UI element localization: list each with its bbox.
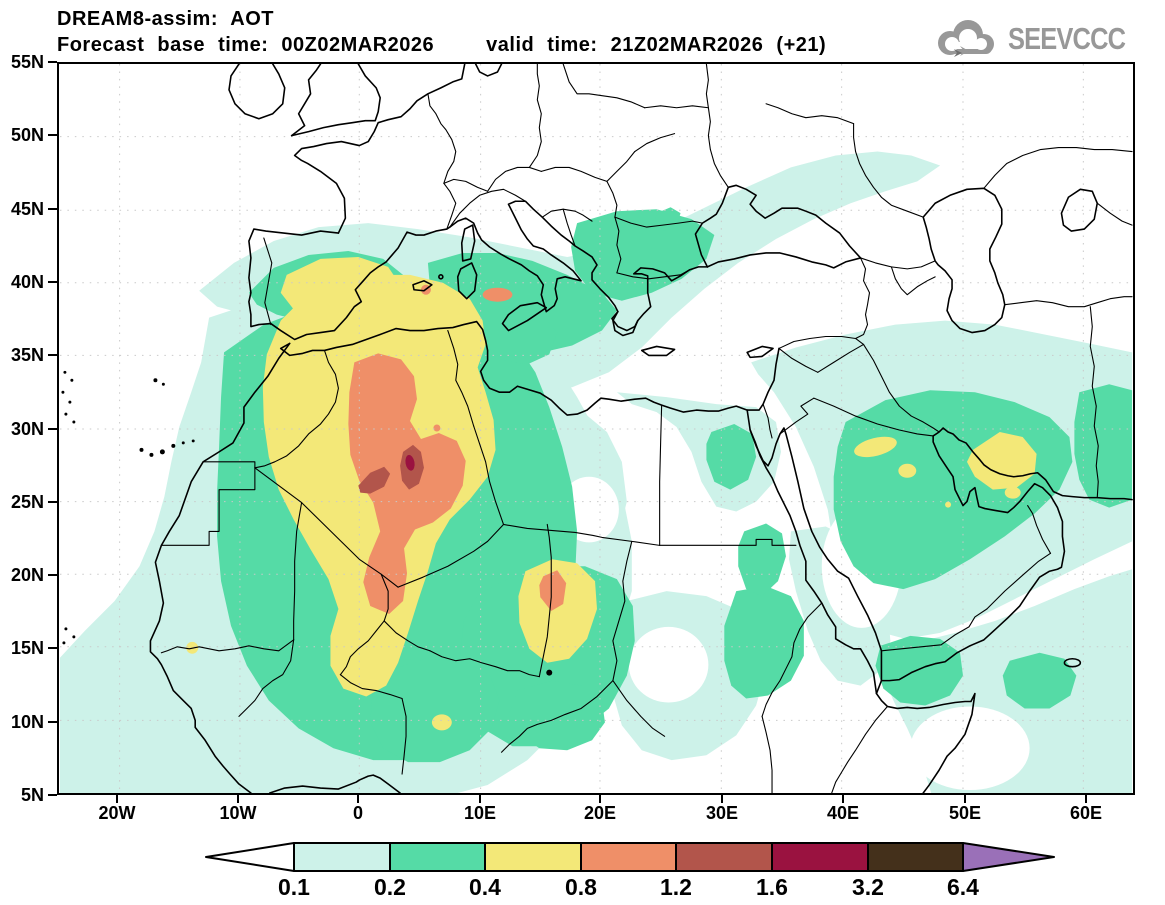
x-tick [721,795,723,803]
x-tick [599,795,601,803]
x-tick [964,795,966,803]
y-tick [48,208,57,210]
y-tick [48,61,57,63]
x-tick [116,795,118,803]
y-tick [48,647,57,649]
x-axis-label: 20E [583,803,617,823]
x-axis-label: 40E [826,803,860,823]
x-axis-label: 10W [219,803,257,823]
x-tick [479,795,481,803]
x-axis-label: 10E [463,803,497,823]
colorbar-right-arrow [962,842,1055,872]
colorbar-segment [675,842,773,872]
y-tick [48,281,57,283]
y-axis-label: 30N [10,419,44,439]
colorbar-label: 1.6 [756,874,788,900]
colorbar-label: 6.4 [947,874,979,900]
colorbar-label: 1.2 [660,874,692,900]
x-tick [1085,795,1087,803]
y-axis-label: 40N [10,272,44,292]
x-tick [357,795,359,803]
colorbar-segment [484,842,582,872]
y-tick [48,428,57,430]
colorbar-label: 0.2 [374,874,406,900]
x-axis-label: 50E [948,803,982,823]
logo-text: SEEVCCC [1008,21,1126,56]
y-tick [48,721,57,723]
y-tick [48,354,57,356]
y-axis-label: 15N [10,638,44,658]
subtitle: Forecast base time: 00Z02MAR2026 valid t… [57,32,826,58]
colorbar-segment [389,842,486,872]
colorbar-label: 3.2 [852,874,884,900]
x-axis-label: 20W [98,803,136,823]
colorbar-segment [771,842,869,872]
colorbar-segment [580,842,677,872]
contour-aot-1.6 [405,454,415,471]
colorbar-label: 0.4 [469,874,501,900]
colorbar [205,842,1055,872]
y-axis-label: 35N [10,345,44,365]
y-tick [48,501,57,503]
y-axis-label: 55N [10,52,44,72]
title-block: DREAM8-assim: AOT Forecast base time: 00… [57,6,826,58]
x-axis-label: 30E [705,803,739,823]
y-axis-label: 20N [10,565,44,585]
y-tick [48,794,57,796]
colorbar-segment [867,842,964,872]
x-axis-label: 60E [1069,803,1103,823]
y-axis-label: 10N [10,712,44,732]
y-tick [48,134,57,136]
y-axis-label: 5N [20,785,44,805]
colorbar-left-arrow [205,842,295,872]
small-islands [61,370,553,676]
colorbar-label: 0.1 [278,874,310,900]
x-tick [842,795,844,803]
colorbar-segment [293,842,391,872]
y-axis-label: 50N [10,125,44,145]
aot-contour-map [59,64,1133,793]
valid-time: valid time: 21Z02MAR2026 (+21) [486,34,827,56]
y-axis-label: 25N [10,492,44,512]
x-axis-label: 0 [352,803,363,823]
map-plot-area [57,62,1135,795]
colorbar-label: 0.8 [565,874,597,900]
y-tick [48,574,57,576]
seevccc-logo: SEEVCCC [930,16,1151,62]
x-tick [237,795,239,803]
coastlines [149,64,1133,793]
cloud-logo-icon [938,20,995,57]
page-title: DREAM8-assim: AOT [57,8,275,30]
forecast-base-time: Forecast base time: 00Z02MAR2026 [57,34,435,56]
y-axis-label: 45N [10,199,44,219]
country-borders [160,64,1133,793]
